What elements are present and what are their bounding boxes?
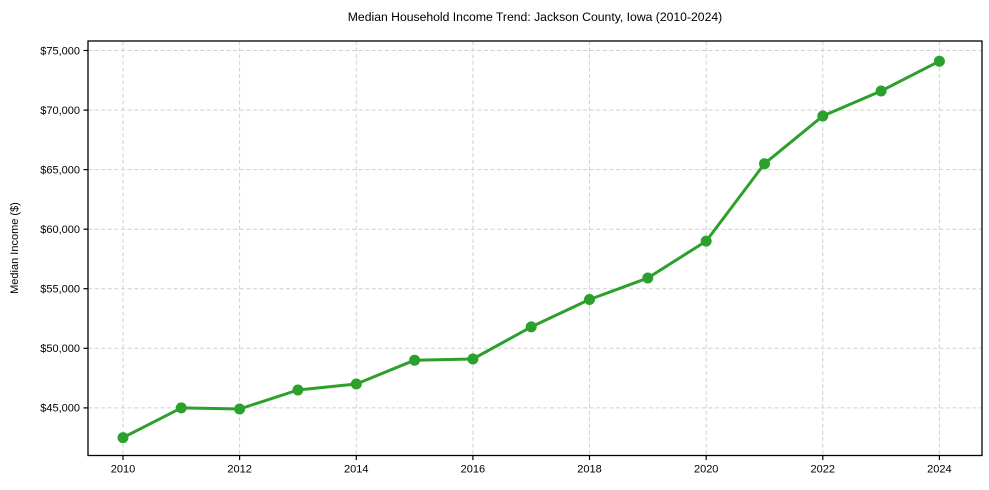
y-tick-label: $65,000 xyxy=(40,164,80,176)
plot-border xyxy=(87,40,983,457)
income-trend-line xyxy=(121,59,941,440)
data-point-2016 xyxy=(467,353,479,365)
data-point-2019 xyxy=(642,272,654,284)
data-point-2023 xyxy=(875,85,887,97)
data-point-2013 xyxy=(292,384,304,396)
x-tick-label: 2010 xyxy=(111,464,135,476)
data-point-2012 xyxy=(234,403,246,415)
data-point-2021 xyxy=(759,158,770,170)
x-tick-label: 2018 xyxy=(577,464,601,476)
data-point-2020 xyxy=(700,235,712,247)
y-tick-label: $55,000 xyxy=(40,284,80,296)
x-tick-label: 2012 xyxy=(227,464,251,476)
data-point-2017 xyxy=(525,321,537,333)
x-tick-label: 2020 xyxy=(694,464,718,476)
chart-title: Median Household Income Trend: Jackson C… xyxy=(347,10,723,24)
data-point-2011 xyxy=(175,402,187,414)
data-point-2014 xyxy=(350,378,362,390)
data-point-2010 xyxy=(117,432,129,444)
data-point-2015 xyxy=(409,354,421,366)
x-tick-label: 2022 xyxy=(811,464,835,476)
x-tick-label: 2014 xyxy=(344,464,368,476)
y-tick-label: $75,000 xyxy=(40,45,80,57)
data-point-2022 xyxy=(817,110,829,122)
x-tick-label: 2016 xyxy=(461,464,485,476)
y-tick-label: $70,000 xyxy=(40,105,80,117)
data-point-2018 xyxy=(584,294,595,305)
y-tick-label: $50,000 xyxy=(40,343,80,355)
y-tick-label: $60,000 xyxy=(40,224,80,236)
x-tick-label: 2024 xyxy=(927,464,951,476)
data-point-2024 xyxy=(933,55,945,67)
y-tick-label: $45,000 xyxy=(40,403,80,415)
